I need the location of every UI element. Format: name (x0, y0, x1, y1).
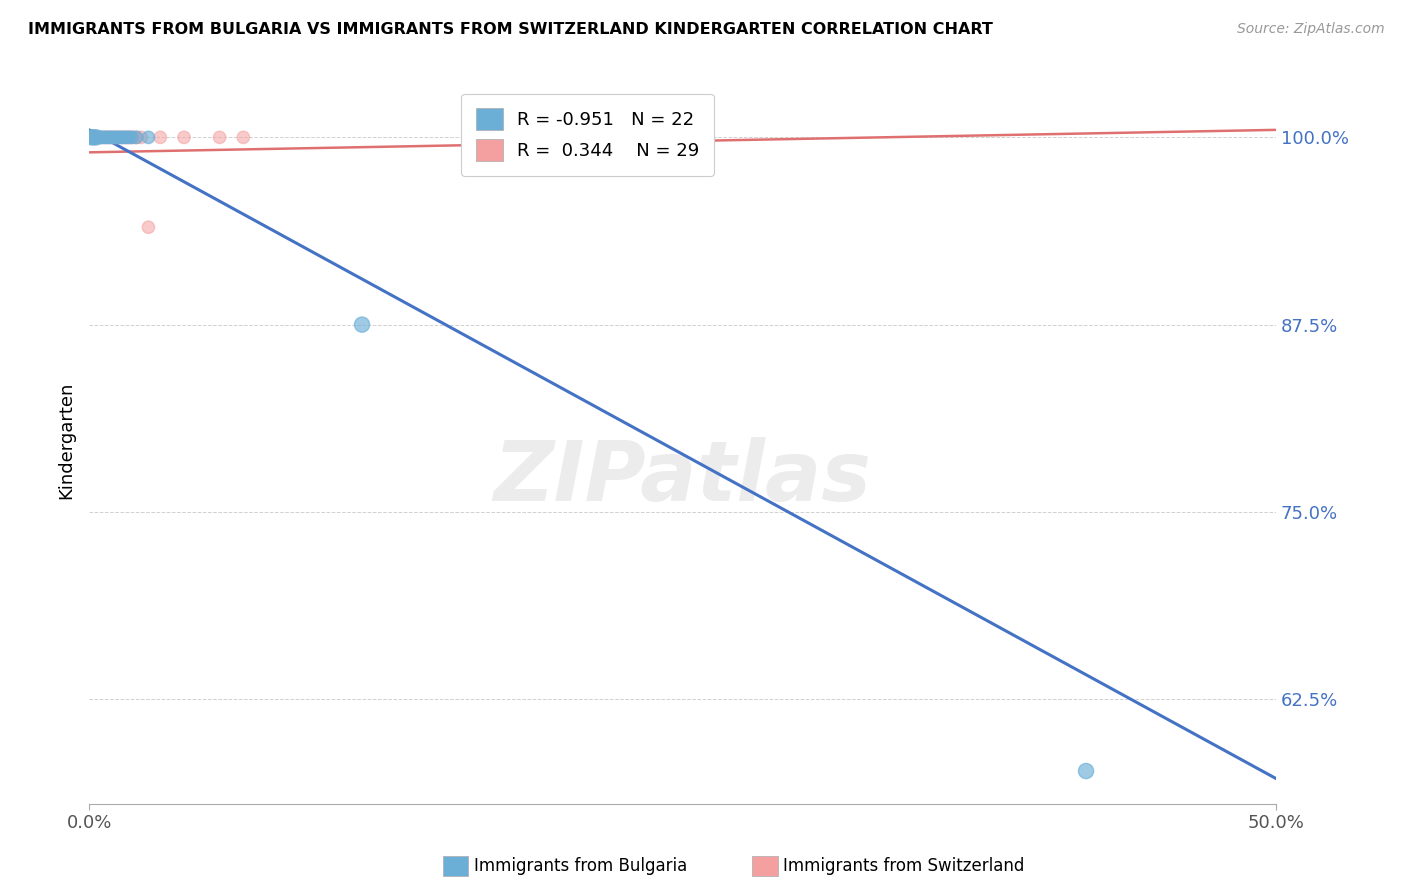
Text: ZIPatlas: ZIPatlas (494, 436, 872, 517)
Text: Immigrants from Bulgaria: Immigrants from Bulgaria (474, 857, 688, 875)
Point (129, 130, 152, 145)
Point (114, 130, 136, 145)
Point (83, 130, 105, 145)
Point (94, 130, 117, 145)
Point (94, 130, 117, 145)
Point (125, 130, 148, 145)
Point (149, 130, 172, 145)
Point (104, 130, 127, 145)
Point (100, 130, 122, 145)
Point (80, 130, 103, 145)
Point (122, 130, 145, 145)
Point (84, 130, 107, 145)
Point (90, 130, 112, 145)
Point (115, 130, 138, 145)
Point (115, 130, 138, 145)
Point (100, 130, 122, 145)
Point (80, 130, 103, 145)
Point (118, 130, 141, 145)
Y-axis label: Kindergarten: Kindergarten (58, 382, 75, 500)
Point (107, 130, 129, 145)
Point (352, 318, 374, 332)
Point (208, 130, 231, 145)
Point (111, 130, 134, 145)
Point (87, 130, 110, 145)
Point (90, 130, 112, 145)
Point (118, 130, 141, 145)
Point (84, 130, 107, 145)
Text: Source: ZipAtlas.com: Source: ZipAtlas.com (1237, 22, 1385, 37)
Point (87, 130, 110, 145)
Point (125, 130, 148, 145)
Point (108, 130, 131, 145)
Point (1074, 764, 1097, 778)
Text: Immigrants from Switzerland: Immigrants from Switzerland (783, 857, 1025, 875)
Point (83, 130, 105, 145)
Point (108, 130, 131, 145)
Legend: R = -0.951   N = 22, R =  0.344    N = 29: R = -0.951 N = 22, R = 0.344 N = 29 (461, 94, 714, 176)
Point (121, 130, 143, 145)
Point (91, 130, 114, 145)
Point (97, 130, 120, 145)
Point (114, 130, 136, 145)
Point (97, 130, 120, 145)
Point (107, 130, 129, 145)
Point (101, 130, 124, 145)
Point (91, 130, 114, 145)
Text: IMMIGRANTS FROM BULGARIA VS IMMIGRANTS FROM SWITZERLAND KINDERGARTEN CORRELATION: IMMIGRANTS FROM BULGARIA VS IMMIGRANTS F… (28, 22, 993, 37)
Point (101, 130, 124, 145)
Point (138, 220, 160, 235)
Point (111, 130, 134, 145)
Point (173, 130, 195, 145)
Point (232, 130, 254, 145)
Point (104, 130, 127, 145)
Point (138, 130, 160, 145)
Point (121, 130, 143, 145)
